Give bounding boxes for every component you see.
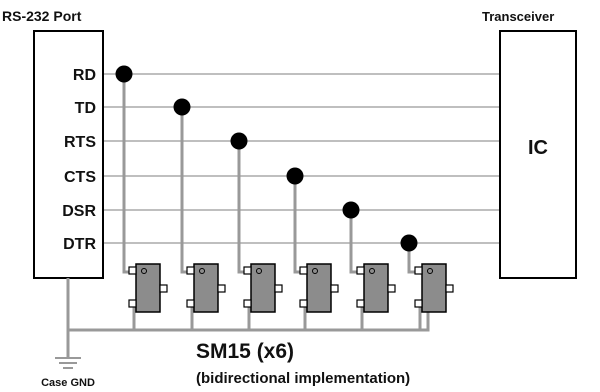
caption-main: SM15 (x6): [196, 340, 294, 363]
junction-dot-td: [173, 98, 191, 116]
junction-dot-cts: [286, 167, 304, 185]
sm15-devices: [128, 263, 454, 313]
case-gnd-label: Case GND: [41, 377, 95, 389]
junction-dot-rts: [230, 132, 248, 150]
drop-line-rd: [122, 74, 133, 274]
junction-dot-rd: [115, 65, 133, 83]
sm15-device: [128, 263, 168, 313]
sm15-device: [186, 263, 226, 313]
sm15-device: [243, 263, 283, 313]
drop-line-cts: [293, 176, 304, 274]
transceiver-box: [499, 30, 577, 279]
signal-label-cts: CTS: [64, 169, 96, 186]
junction-dot-dtr: [400, 234, 418, 252]
signal-labels: RD TD RTS CTS DSR DTR: [62, 67, 96, 253]
signal-label-dtr: DTR: [63, 236, 96, 253]
signal-label-dsr: DSR: [62, 203, 96, 220]
sm15-device: [414, 263, 454, 313]
sm15-device: [356, 263, 396, 313]
sm15-device: [299, 263, 339, 313]
drop-line-rts: [237, 141, 248, 274]
signal-label-td: TD: [75, 100, 96, 117]
rs232-title: RS-232 Port: [2, 8, 82, 24]
rs232-port-box: [33, 30, 104, 279]
ground-icon: [55, 278, 81, 369]
junction-dots: [115, 65, 418, 252]
ic-label: IC: [528, 137, 548, 159]
drop-line-td: [180, 107, 191, 274]
signal-label-rd: RD: [73, 67, 96, 84]
transceiver-title: Transceiver: [482, 9, 554, 24]
drop-line-dsr: [349, 210, 361, 274]
junction-dot-dsr: [342, 201, 360, 219]
signal-label-rts: RTS: [64, 134, 96, 151]
signal-lines: [103, 73, 500, 244]
caption-sub: (bidirectional implementation): [196, 370, 410, 387]
